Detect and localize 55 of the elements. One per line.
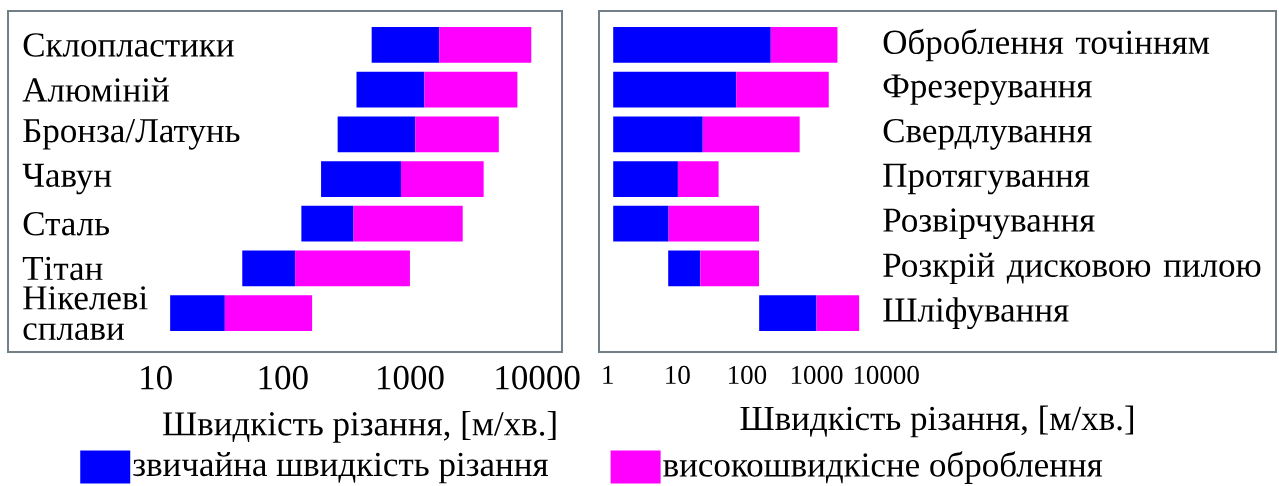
bar	[415, 116, 499, 153]
bar	[295, 250, 410, 287]
x-tick-label: 100	[259, 365, 308, 390]
bar	[613, 161, 678, 197]
y-tick-label: Сталь	[23, 211, 109, 236]
y-tick-label: Шліфування	[883, 297, 1069, 330]
legend-label: звичайна швидкість різання	[133, 451, 548, 484]
bar	[321, 161, 401, 197]
y-tick-label: Склопластики	[23, 33, 234, 57]
bar	[439, 27, 532, 63]
legend-label: високошвидкісне оброблення	[663, 451, 1103, 484]
bar	[337, 116, 416, 153]
y-tick-label: Тітан	[22, 256, 103, 281]
x-tick-label: 10	[141, 365, 172, 390]
y-tick-label: Фрезерування	[883, 74, 1092, 105]
x-axis-title: Швидкість різання, [м/хв.]	[740, 405, 1134, 438]
y-tick-label: Свердлування	[883, 118, 1092, 150]
bar	[700, 250, 760, 287]
bar	[759, 295, 817, 331]
bar	[356, 71, 425, 108]
bar	[400, 161, 484, 197]
y-tick-label: Протягування	[883, 163, 1090, 195]
bar	[613, 27, 771, 63]
bar	[371, 27, 440, 63]
x-tick-label: 100	[729, 365, 767, 385]
bar	[224, 295, 313, 331]
bar	[613, 205, 669, 242]
x-axis-title: Швидкість різання, [м/хв.]	[162, 411, 556, 443]
bar	[424, 71, 518, 108]
x-tick-label: 10000	[496, 365, 580, 390]
y-tick-label: Алюміній	[22, 77, 169, 102]
bar	[770, 27, 838, 63]
bar	[353, 205, 463, 242]
bar	[613, 71, 737, 108]
bar	[613, 116, 703, 153]
x-tick-label: 1000	[378, 365, 444, 390]
bar	[301, 205, 354, 242]
bar	[702, 116, 800, 153]
x-tick-label: 1	[603, 365, 613, 384]
x-tick-label: 1000	[791, 365, 843, 385]
y-tick-label: Розкрій дисковою пилою	[883, 252, 1261, 285]
bar	[677, 161, 719, 197]
x-tick-label: 10000	[854, 365, 919, 385]
y-tick-label: Чавун	[22, 163, 112, 195]
y-tick-label: Бронза/Латунь	[23, 119, 240, 150]
bar	[668, 205, 760, 242]
bar	[736, 71, 829, 108]
bar	[668, 250, 701, 287]
y-tick-label: Оброблення точінням	[883, 28, 1210, 62]
x-tick-label: 10	[666, 365, 690, 385]
y-tick-label: Нікелеві сплави	[23, 286, 148, 341]
bar	[170, 295, 225, 331]
bar	[242, 250, 296, 287]
bar	[816, 295, 860, 331]
y-tick-label: Розвірчування	[883, 208, 1095, 240]
